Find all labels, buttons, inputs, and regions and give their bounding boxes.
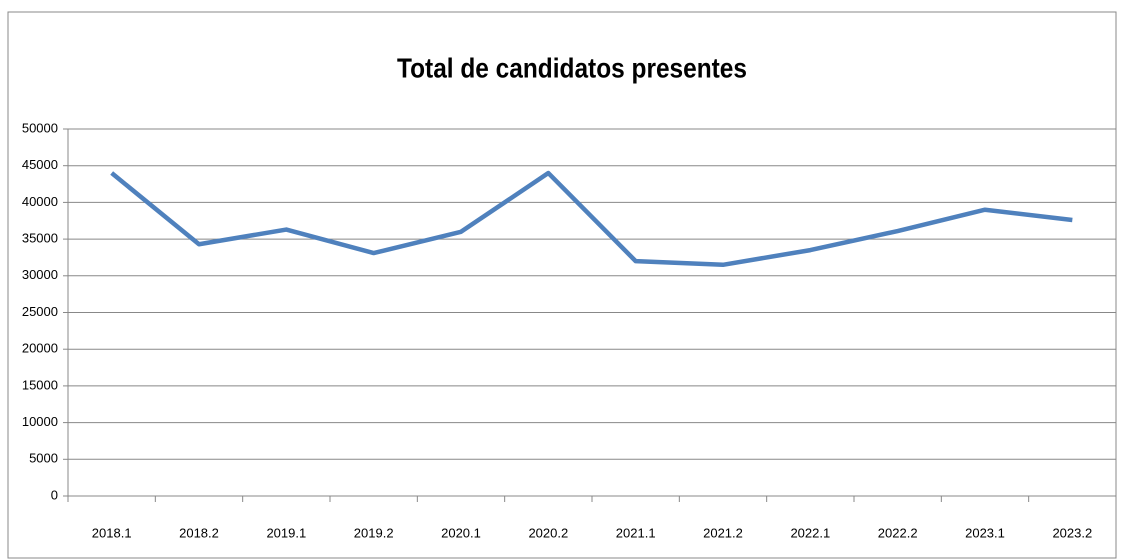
- y-tick-label: 45000: [22, 157, 58, 172]
- y-tick-label: 15000: [22, 377, 58, 392]
- y-tick-label: 10000: [22, 414, 58, 429]
- chart-title: Total de candidatos presentes: [397, 52, 747, 83]
- y-tick-label: 50000: [22, 120, 58, 135]
- data-line: [110, 170, 1073, 268]
- x-tick-label: 2021.1: [616, 525, 656, 540]
- x-tick-label: 2020.1: [441, 525, 481, 540]
- y-tick-label: 0: [51, 487, 58, 502]
- y-tick-label: 40000: [22, 194, 58, 209]
- x-tick-label: 2021.2: [703, 525, 743, 540]
- x-tick-label: 2018.2: [179, 525, 219, 540]
- x-tick-label: 2022.1: [790, 525, 830, 540]
- y-tick-label: 35000: [22, 231, 58, 246]
- y-tick-label: 25000: [22, 304, 58, 319]
- x-tick-label: 2020.2: [528, 525, 568, 540]
- x-tick-label: 2018.1: [92, 525, 132, 540]
- y-tick-label: 20000: [22, 341, 58, 356]
- y-tick-label: 30000: [22, 267, 58, 282]
- x-tick-label: 2022.2: [878, 525, 918, 540]
- x-tick-label: 2019.2: [354, 525, 394, 540]
- x-tick-label: 2023.1: [965, 525, 1005, 540]
- y-tick-label: 5000: [29, 451, 58, 466]
- x-tick-label: 2019.1: [266, 525, 306, 540]
- chart-frame: [7, 11, 1117, 559]
- x-tick-label: 2023.2: [1052, 525, 1092, 540]
